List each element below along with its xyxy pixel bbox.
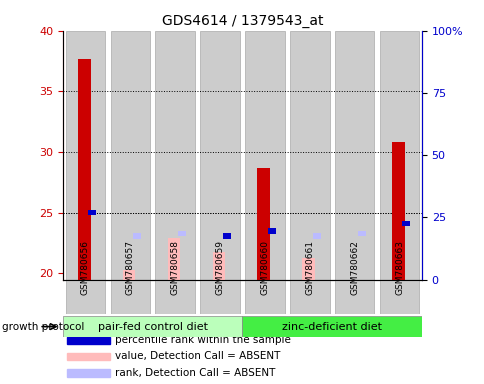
Bar xyxy=(223,233,230,238)
Text: GSM780663: GSM780663 xyxy=(394,240,403,295)
Title: GDS4614 / 1379543_at: GDS4614 / 1379543_at xyxy=(162,14,322,28)
Bar xyxy=(257,168,270,280)
Bar xyxy=(245,31,284,280)
Bar xyxy=(178,231,186,236)
Text: GSM780661: GSM780661 xyxy=(304,240,314,295)
Text: GSM780658: GSM780658 xyxy=(170,240,180,295)
FancyBboxPatch shape xyxy=(66,280,105,314)
Bar xyxy=(66,336,109,344)
Text: GSM780656: GSM780656 xyxy=(81,240,90,295)
Bar xyxy=(391,142,404,280)
Bar xyxy=(200,31,239,280)
Text: value, Detection Call = ABSENT: value, Detection Call = ABSENT xyxy=(115,351,280,361)
FancyBboxPatch shape xyxy=(245,280,284,314)
Bar xyxy=(66,353,109,360)
Text: GSM780657: GSM780657 xyxy=(125,240,135,295)
Bar xyxy=(66,320,109,327)
Bar xyxy=(66,369,109,377)
Text: count: count xyxy=(115,318,144,328)
Text: rank, Detection Call = ABSENT: rank, Detection Call = ABSENT xyxy=(115,368,275,378)
Bar xyxy=(88,210,96,215)
FancyBboxPatch shape xyxy=(200,280,239,314)
Bar xyxy=(78,59,91,280)
Bar xyxy=(357,231,365,236)
Bar xyxy=(110,31,150,280)
Bar xyxy=(402,221,409,227)
Text: GSM780659: GSM780659 xyxy=(215,240,224,295)
FancyBboxPatch shape xyxy=(289,280,329,314)
Text: zinc-deficient diet: zinc-deficient diet xyxy=(282,321,381,332)
Bar xyxy=(379,31,418,280)
Bar xyxy=(133,233,141,238)
FancyBboxPatch shape xyxy=(110,280,150,314)
Bar xyxy=(289,31,329,280)
Text: GSM780662: GSM780662 xyxy=(349,240,359,295)
FancyBboxPatch shape xyxy=(63,316,242,337)
Text: GSM780660: GSM780660 xyxy=(260,240,269,295)
FancyBboxPatch shape xyxy=(334,280,374,314)
Text: pair-fed control diet: pair-fed control diet xyxy=(98,321,207,332)
Bar xyxy=(212,252,225,280)
FancyBboxPatch shape xyxy=(155,280,195,314)
FancyBboxPatch shape xyxy=(242,316,421,337)
Bar xyxy=(334,31,374,280)
Bar xyxy=(312,233,320,238)
Bar xyxy=(302,258,314,280)
Bar xyxy=(66,31,105,280)
Bar xyxy=(122,270,135,280)
Bar xyxy=(167,238,180,280)
FancyBboxPatch shape xyxy=(379,280,418,314)
Bar xyxy=(155,31,195,280)
Bar xyxy=(267,228,275,234)
Text: percentile rank within the sample: percentile rank within the sample xyxy=(115,335,290,345)
Text: growth protocol: growth protocol xyxy=(2,321,85,332)
